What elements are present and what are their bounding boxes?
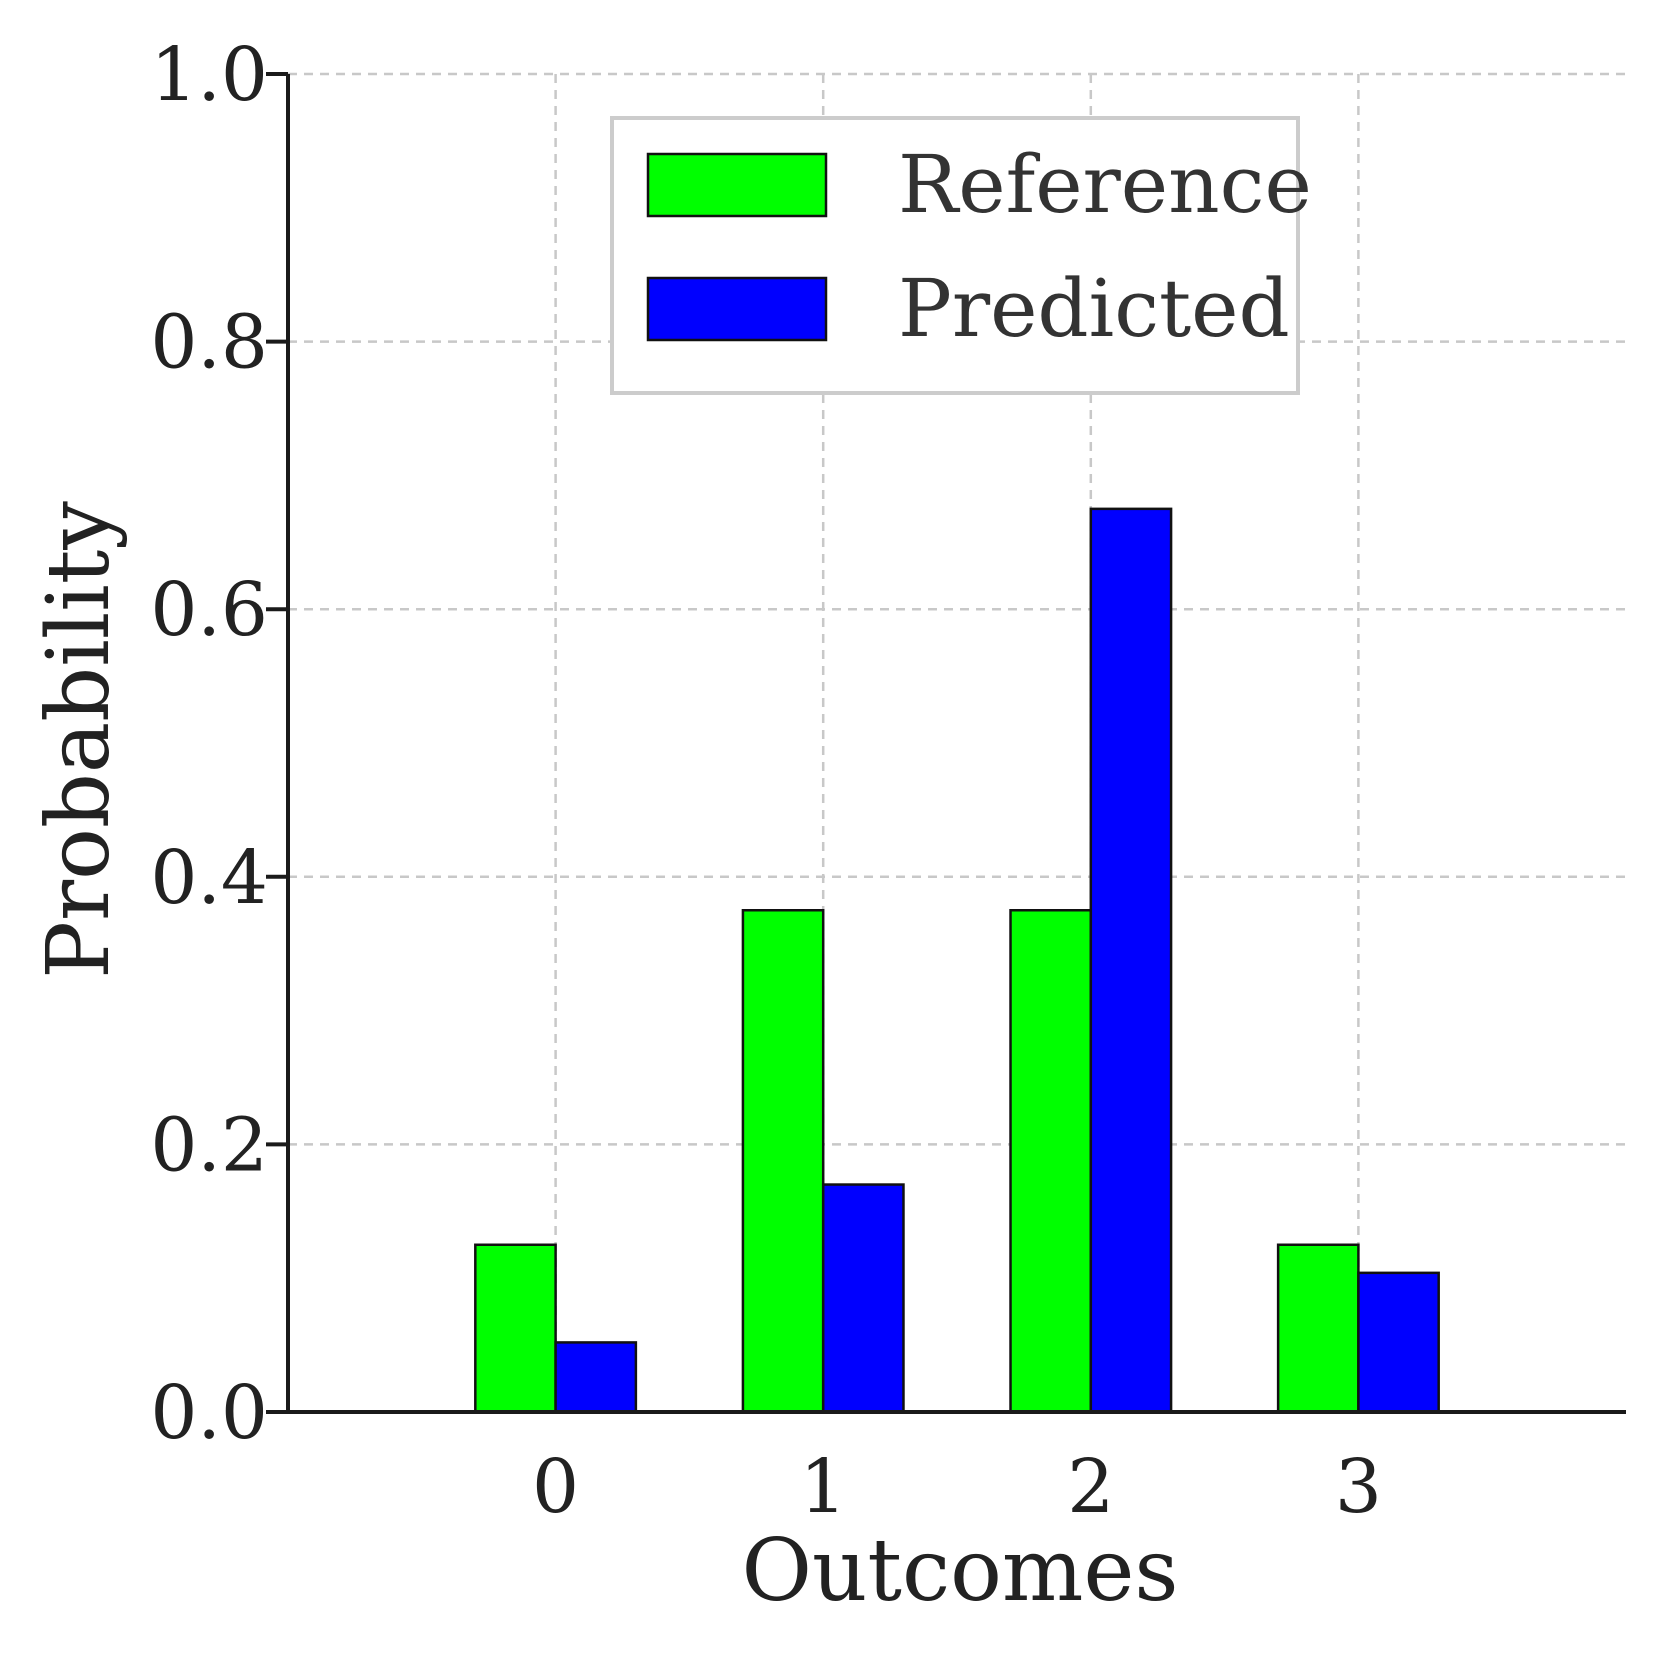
bar-predicted-1 — [821, 1183, 905, 1414]
x-tick-label: 2 — [1067, 1444, 1114, 1530]
bar-reference-1 — [741, 909, 825, 1414]
y-tick-label: 0.8 — [150, 300, 268, 386]
bar-predicted-2 — [1089, 507, 1173, 1414]
legend-swatch-predicted — [646, 276, 828, 342]
bars — [474, 507, 1440, 1414]
y-tick-label: 0.0 — [150, 1370, 268, 1456]
legend-swatch-reference — [646, 152, 828, 218]
legend-frame — [610, 116, 1300, 395]
y-tick-label: 0.4 — [150, 835, 268, 921]
y-axis-label: Probability — [29, 501, 129, 979]
x-tick-label: 3 — [1335, 1444, 1382, 1530]
legend-label-reference: Reference — [898, 138, 1312, 231]
x-axis-label: Outcomes — [742, 1521, 1179, 1621]
legend: Reference Predicted — [610, 116, 1312, 395]
axes — [286, 74, 1626, 1414]
bar-reference-2 — [1009, 909, 1093, 1414]
x-ticks: 0 1 2 3 — [532, 1444, 1382, 1530]
legend-label-predicted: Predicted — [898, 262, 1290, 355]
y-ticks: 0.0 0.2 0.4 0.6 0.8 1.0 — [150, 32, 288, 1456]
y-tick-label: 1.0 — [150, 32, 268, 118]
x-tick-label: 0 — [532, 1444, 579, 1530]
bar-reference-0 — [474, 1243, 557, 1414]
bar-predicted-3 — [1357, 1271, 1440, 1414]
x-tick-label: 1 — [800, 1444, 847, 1530]
bar-predicted-0 — [554, 1341, 638, 1414]
bar-reference-3 — [1276, 1243, 1360, 1414]
y-tick-label: 0.6 — [150, 567, 268, 653]
y-tick-label: 0.2 — [150, 1102, 268, 1188]
